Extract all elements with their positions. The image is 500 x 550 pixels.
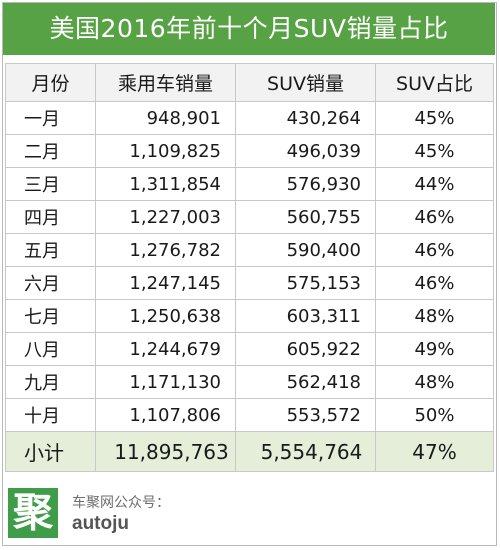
passenger-sales-cell: 1,244,679	[95, 332, 236, 366]
month-cell: 四月	[5, 200, 96, 234]
passenger-sales-cell: 1,311,854	[95, 167, 236, 201]
header-suv-sales: SUV销量	[235, 63, 376, 102]
table-row: 九月 1,171,130 562,418 48%	[5, 365, 494, 399]
suv-sales-cell: 605,922	[235, 332, 376, 366]
suv-sales-cell: 590,400	[235, 233, 376, 267]
suv-share-cell: 48%	[375, 299, 494, 333]
footer-account-id: autoju	[72, 513, 129, 534]
table-row: 一月 948,901 430,264 45%	[5, 101, 494, 135]
suv-sales-cell: 553,572	[235, 398, 376, 432]
autoju-logo: 聚	[8, 488, 58, 538]
suv-share-cell: 44%	[375, 167, 494, 201]
header-row: 月份 乘用车销量 SUV销量 SUV占比	[5, 63, 494, 102]
month-cell: 三月	[5, 167, 96, 201]
passenger-sales-cell: 1,247,145	[95, 266, 236, 300]
month-cell: 二月	[5, 134, 96, 168]
subtotal-suv-sales: 5,554,764	[235, 431, 376, 472]
passenger-sales-cell: 1,109,825	[95, 134, 236, 168]
passenger-sales-cell: 1,107,806	[95, 398, 236, 432]
passenger-sales-cell: 1,227,003	[95, 200, 236, 234]
month-cell: 七月	[5, 299, 96, 333]
table-row: 四月 1,227,003 560,755 46%	[5, 200, 494, 234]
subtotal-suv-share: 47%	[375, 431, 494, 472]
suv-sales-cell: 575,153	[235, 266, 376, 300]
table-row: 七月 1,250,638 603,311 48%	[5, 299, 494, 333]
suv-sales-cell: 603,311	[235, 299, 376, 333]
table-row: 十月 1,107,806 553,572 50%	[5, 398, 494, 432]
passenger-sales-cell: 1,250,638	[95, 299, 236, 333]
header-passenger-sales: 乘用车销量	[95, 63, 236, 102]
suv-share-cell: 46%	[375, 200, 494, 234]
header-month: 月份	[5, 63, 96, 102]
subtotal-row: 小计 11,895,763 5,554,764 47%	[5, 431, 494, 472]
subtotal-label: 小计	[5, 431, 96, 472]
suv-sales-cell: 560,755	[235, 200, 376, 234]
footer-account-label: 车聚网公众号：	[72, 495, 170, 511]
table-row: 三月 1,311,854 576,930 44%	[5, 167, 494, 201]
month-cell: 六月	[5, 266, 96, 300]
table-row: 二月 1,109,825 496,039 45%	[5, 134, 494, 168]
month-cell: 九月	[5, 365, 96, 399]
suv-sales-cell: 562,418	[235, 365, 376, 399]
suv-share-cell: 45%	[375, 134, 494, 168]
passenger-sales-cell: 1,171,130	[95, 365, 236, 399]
suv-share-cell: 49%	[375, 332, 494, 366]
header-suv-share: SUV占比	[375, 63, 494, 102]
passenger-sales-cell: 1,276,782	[95, 233, 236, 267]
month-cell: 一月	[5, 101, 96, 135]
footer-watermark: 聚 车聚网公众号： autoju	[8, 488, 308, 540]
suv-sales-table: 月份 乘用车销量 SUV销量 SUV占比 一月 948,901 430,264 …	[5, 63, 494, 472]
suv-share-cell: 48%	[375, 365, 494, 399]
passenger-sales-cell: 948,901	[95, 101, 236, 135]
suv-share-cell: 46%	[375, 266, 494, 300]
table-row: 五月 1,276,782 590,400 46%	[5, 233, 494, 267]
suv-sales-cell: 430,264	[235, 101, 376, 135]
month-cell: 五月	[5, 233, 96, 267]
table-row: 六月 1,247,145 575,153 46%	[5, 266, 494, 300]
suv-share-cell: 46%	[375, 233, 494, 267]
suv-sales-cell: 576,930	[235, 167, 376, 201]
table-title: 美国2016年前十个月SUV销量占比	[3, 3, 495, 55]
subtotal-passenger-sales: 11,895,763	[95, 431, 236, 472]
suv-share-cell: 45%	[375, 101, 494, 135]
suv-share-cell: 50%	[375, 398, 494, 432]
month-cell: 八月	[5, 332, 96, 366]
month-cell: 十月	[5, 398, 96, 432]
suv-sales-cell: 496,039	[235, 134, 376, 168]
table-row: 八月 1,244,679 605,922 49%	[5, 332, 494, 366]
